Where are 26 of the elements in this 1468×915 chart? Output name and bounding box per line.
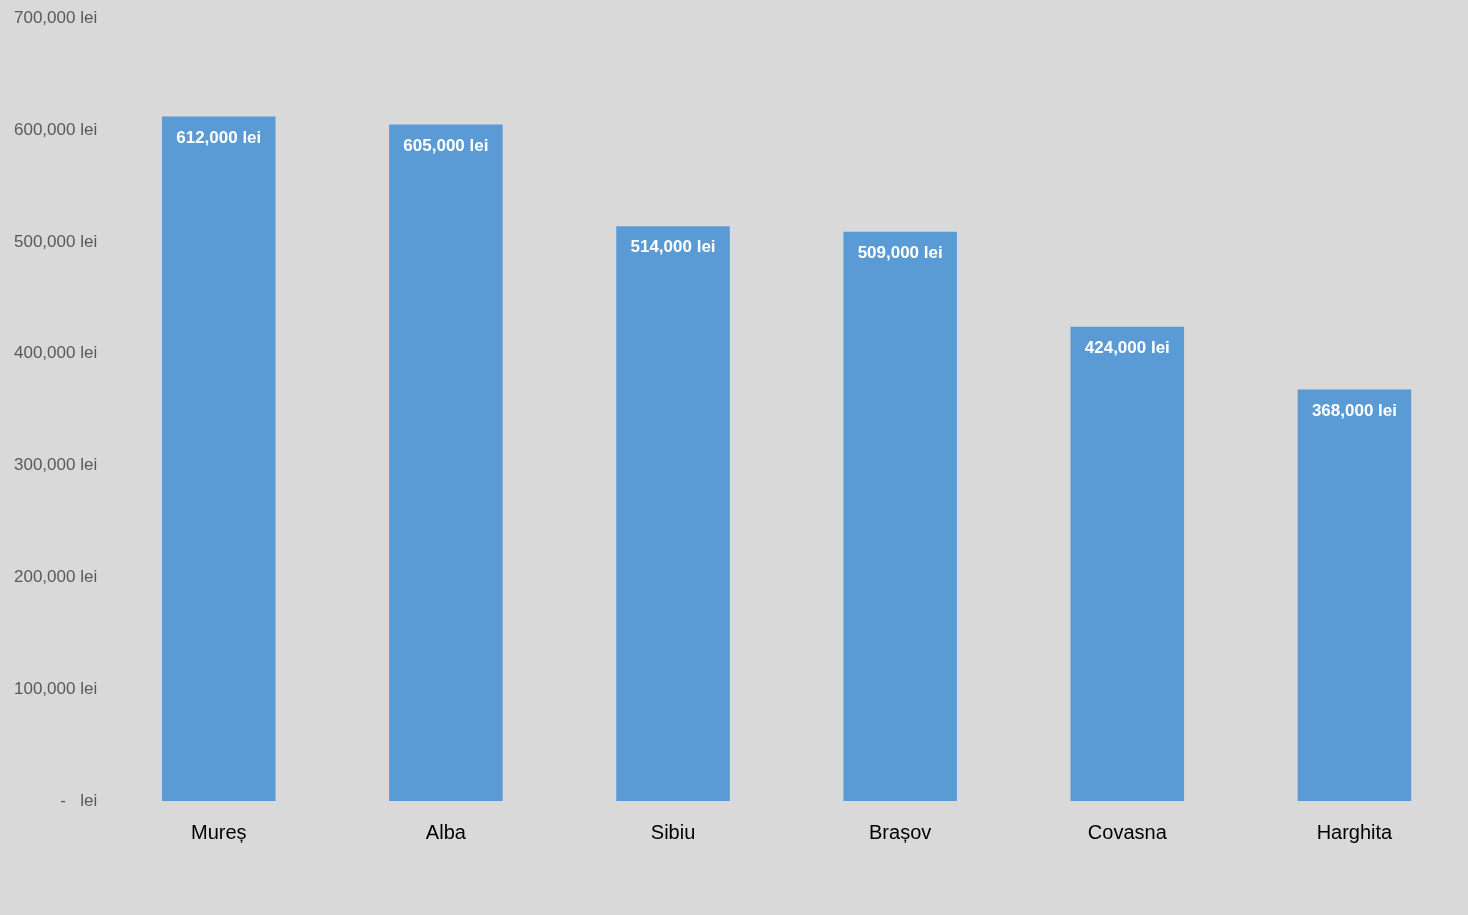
bar (1070, 326, 1185, 801)
x-tick-label: Harghita (1316, 820, 1394, 843)
y-tick-label: 600,000 lei (13, 119, 98, 139)
x-tick-label: Sibiu (650, 820, 696, 843)
y-tick-label: 300,000 lei (13, 455, 98, 475)
x-tick-label: Brașov (869, 820, 932, 843)
data-label: 612,000 lei (176, 127, 262, 147)
bar (1297, 389, 1412, 801)
data-label: 509,000 lei (857, 242, 943, 262)
bar (161, 116, 276, 801)
data-label: 514,000 lei (630, 237, 716, 257)
y-tick-label: 400,000 lei (13, 343, 98, 363)
data-label: 605,000 lei (403, 135, 489, 155)
data-label: 368,000 lei (1311, 400, 1397, 420)
y-tick-label: 100,000 lei (13, 678, 98, 698)
y-tick-label: 200,000 lei (13, 567, 98, 587)
bar (843, 231, 957, 801)
y-tick-label: 700,000 lei (13, 7, 98, 27)
y-tick-label: 500,000 lei (13, 231, 98, 251)
bar (616, 226, 730, 801)
data-label: 424,000 lei (1084, 338, 1170, 358)
x-tick-label: Alba (425, 820, 467, 843)
bar (389, 124, 503, 801)
x-tick-label: Mureș (190, 820, 247, 843)
y-tick-label: - lei (60, 790, 98, 810)
x-tick-label: Covasna (1087, 820, 1168, 843)
